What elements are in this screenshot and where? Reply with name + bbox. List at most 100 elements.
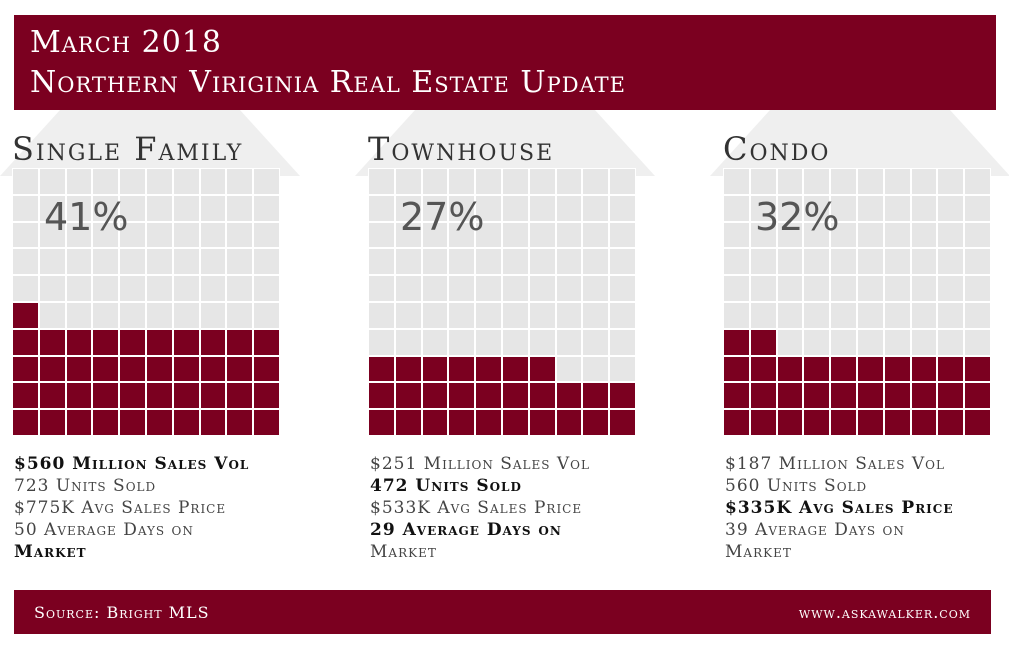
grid-cell-empty xyxy=(856,328,884,356)
grid-cell-empty xyxy=(501,328,529,356)
grid-cell-filled xyxy=(65,328,93,356)
grid-cell-filled xyxy=(199,355,227,383)
grid-cell-empty xyxy=(528,275,556,302)
grid-cell-empty xyxy=(394,194,422,222)
grid-cell-filled xyxy=(803,355,831,383)
grid-cell-empty xyxy=(253,168,280,195)
grid-cell-empty xyxy=(723,194,750,222)
grid-cell-empty xyxy=(555,328,583,356)
grid-cell-empty xyxy=(92,275,120,302)
grid-cell-empty xyxy=(803,194,831,222)
grid-cell-empty xyxy=(582,194,610,222)
grid-cell-empty xyxy=(421,194,449,222)
grid-cell-filled xyxy=(723,328,750,356)
grid-cell-filled xyxy=(119,355,146,383)
grid-cell-empty xyxy=(475,301,502,329)
grid-cell-filled xyxy=(421,355,449,383)
grid-cell-filled xyxy=(394,409,422,436)
grid-cell-empty xyxy=(145,301,173,329)
grid-cell-filled xyxy=(555,409,583,436)
grid-cell-filled xyxy=(910,409,938,436)
grid-cell-filled xyxy=(145,328,173,356)
grid-cell-filled xyxy=(475,382,502,410)
stat-line: $533K Avg Sales Price xyxy=(370,498,583,518)
grid-cell-empty xyxy=(501,275,529,302)
grid-cell-filled xyxy=(12,328,39,356)
grid-cell-filled xyxy=(368,355,395,383)
grid-cell-empty xyxy=(253,301,280,329)
grid-cell-filled xyxy=(528,382,556,410)
panel-stats: $560 Million Sales Vol 723 Units Sold $775… xyxy=(14,453,249,563)
grid-cell-empty xyxy=(749,168,777,195)
stat-line: Market xyxy=(14,542,87,562)
grid-cell-empty xyxy=(475,248,502,276)
grid-cell-empty xyxy=(555,301,583,329)
grid-cell-empty xyxy=(172,301,200,329)
grid-cell-empty xyxy=(119,221,146,249)
grid-cell-empty xyxy=(475,194,502,222)
grid-cell-empty xyxy=(448,248,476,276)
header-title: Northern Viriginia Real Estate Update xyxy=(30,65,626,100)
grid-cell-empty xyxy=(582,275,610,302)
grid-cell-filled xyxy=(448,382,476,410)
grid-cell-filled xyxy=(937,355,965,383)
grid-cell-empty xyxy=(555,355,583,383)
grid-cell-empty xyxy=(910,221,938,249)
grid-cell-empty xyxy=(776,275,804,302)
grid-cell-filled xyxy=(528,355,556,383)
grid-cell-empty xyxy=(12,221,39,249)
grid-cell-filled xyxy=(964,355,991,383)
grid-cell-filled xyxy=(92,409,120,436)
grid-cell-empty xyxy=(830,328,857,356)
grid-cell-empty xyxy=(12,248,39,276)
grid-cell-filled xyxy=(253,328,280,356)
grid-cell-empty xyxy=(964,221,991,249)
panel-title: Condo xyxy=(723,130,831,168)
grid-cell-empty xyxy=(38,275,66,302)
grid-cell-filled xyxy=(723,382,750,410)
house-roof-icon xyxy=(0,110,300,176)
grid-cell-empty xyxy=(145,248,173,276)
grid-cell-empty xyxy=(448,168,476,195)
grid-cell-empty xyxy=(501,221,529,249)
grid-cell-empty xyxy=(776,248,804,276)
stat-line: 50 Average Days on xyxy=(14,520,194,540)
footer-website[interactable]: www.askawalker.com xyxy=(798,602,971,622)
grid-cell-filled xyxy=(964,382,991,410)
grid-cell-filled xyxy=(92,328,120,356)
grid-cell-empty xyxy=(883,248,911,276)
panel-percent: 32% xyxy=(755,195,840,239)
grid-cell-empty xyxy=(501,168,529,195)
grid-cell-empty xyxy=(910,168,938,195)
grid-cell-empty xyxy=(582,248,610,276)
grid-cell-empty xyxy=(119,301,146,329)
grid-cell-empty xyxy=(528,168,556,195)
grid-cell-filled xyxy=(803,409,831,436)
grid-cell-empty xyxy=(172,248,200,276)
grid-cell-empty xyxy=(528,221,556,249)
grid-cell-empty xyxy=(368,301,395,329)
grid-cell-empty xyxy=(910,301,938,329)
waffle-grid xyxy=(368,168,636,436)
grid-cell-empty xyxy=(421,301,449,329)
stat-line: $251 Million Sales Vol xyxy=(370,454,590,474)
grid-cell-empty xyxy=(253,275,280,302)
grid-cell-empty xyxy=(937,328,965,356)
grid-cell-filled xyxy=(92,355,120,383)
grid-cell-empty xyxy=(368,275,395,302)
grid-cell-empty xyxy=(368,168,395,195)
grid-cell-empty xyxy=(937,221,965,249)
grid-cell-empty xyxy=(65,168,93,195)
grid-cell-empty xyxy=(830,221,857,249)
grid-cell-empty xyxy=(119,248,146,276)
grid-cell-empty xyxy=(883,221,911,249)
grid-cell-filled xyxy=(609,382,636,410)
grid-cell-empty xyxy=(555,248,583,276)
grid-cell-empty xyxy=(226,275,254,302)
grid-cell-filled xyxy=(226,355,254,383)
grid-cell-empty xyxy=(883,328,911,356)
grid-cell-empty xyxy=(964,194,991,222)
grid-cell-filled xyxy=(368,409,395,436)
grid-cell-filled xyxy=(582,382,610,410)
grid-cell-filled xyxy=(749,382,777,410)
